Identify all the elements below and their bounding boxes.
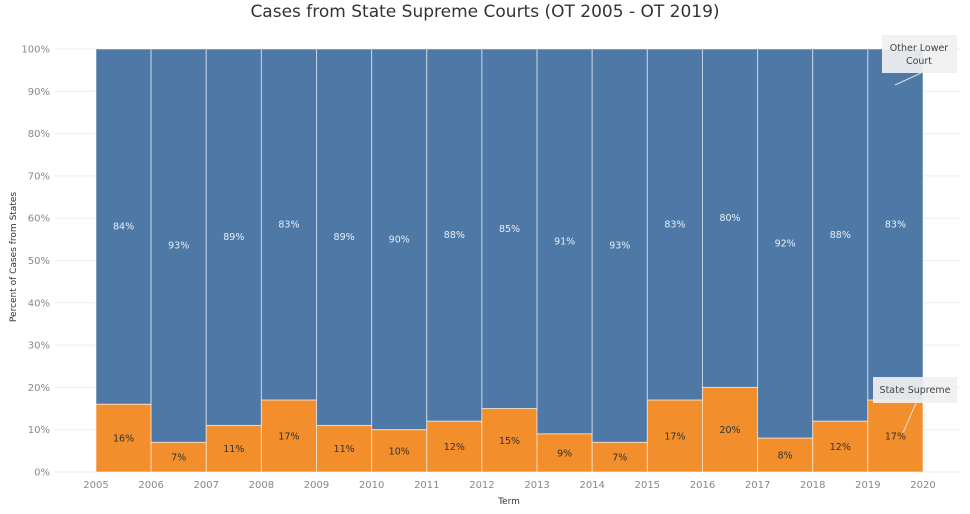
y-tick-label: 100% bbox=[21, 45, 50, 56]
y-tick-label: 50% bbox=[28, 256, 50, 267]
y-tick-label: 0% bbox=[34, 468, 50, 479]
annotation-leader-line bbox=[902, 402, 917, 434]
bar-label-other-lower-court: 85% bbox=[499, 224, 520, 235]
bar-segment-other-lower-court bbox=[701, 48, 759, 388]
bar-label-state-supreme: 12% bbox=[444, 442, 465, 453]
bar-segment-other-lower-court bbox=[150, 48, 207, 443]
y-axis-label: Percent of Cases from States bbox=[9, 192, 19, 322]
x-tick-label: 2014 bbox=[579, 480, 604, 491]
bar-label-state-supreme: 17% bbox=[664, 432, 685, 443]
y-axis: 0% 10% 20% 30% 40% 50% 60% 70% 80% 90% 100% bbox=[21, 45, 50, 479]
bar-label-other-lower-court: 89% bbox=[334, 232, 355, 243]
y-tick-label: 70% bbox=[28, 171, 50, 182]
y-tick-label: 30% bbox=[28, 341, 50, 352]
chart-title: Cases from State Supreme Courts (OT 2005… bbox=[250, 2, 720, 22]
x-tick-label: 2013 bbox=[524, 480, 549, 491]
annotation-box-other-lower-court bbox=[882, 35, 957, 73]
bar-label-other-lower-court: 88% bbox=[444, 230, 465, 241]
bar-label-state-supreme: 8% bbox=[778, 451, 793, 462]
bar-label-other-lower-court: 93% bbox=[609, 241, 630, 252]
bar-segment-other-lower-court bbox=[316, 48, 373, 426]
bar-label-state-supreme: 12% bbox=[830, 442, 851, 453]
bar-segment-other-lower-court bbox=[95, 48, 152, 405]
bar-segment-state-supreme bbox=[371, 429, 428, 473]
bar-segment-other-lower-court bbox=[812, 48, 869, 422]
x-tick-label: 2019 bbox=[855, 480, 880, 491]
bar-segment-other-lower-court bbox=[646, 48, 703, 401]
annotation-text-other-lower-court: Other Lower bbox=[890, 43, 949, 54]
bar-segment-other-lower-court bbox=[260, 48, 318, 401]
bar-label-state-supreme: 16% bbox=[113, 434, 134, 445]
bar-label-state-supreme: 11% bbox=[223, 444, 244, 455]
x-tick-label: 2007 bbox=[194, 480, 219, 491]
bar-label-other-lower-court: 83% bbox=[278, 220, 299, 231]
bar-labels: 84% 16% 93% 7% 89% 11% 83% 17% 89% 11% 90% 10% 88% 12… bbox=[113, 213, 906, 463]
x-tick-label: 2018 bbox=[800, 480, 825, 491]
y-tick-label: 20% bbox=[28, 383, 50, 394]
bar-label-other-lower-court: 93% bbox=[168, 241, 189, 252]
bar-segment-state-supreme bbox=[757, 437, 814, 473]
bar-label-other-lower-court: 92% bbox=[775, 239, 796, 250]
y-tick-label: 80% bbox=[28, 129, 50, 140]
x-tick-label: 2017 bbox=[745, 480, 770, 491]
x-tick-label: 2005 bbox=[83, 480, 108, 491]
bar-segment-state-supreme bbox=[812, 420, 869, 473]
bar-label-state-supreme: 17% bbox=[278, 432, 299, 443]
bar-label-other-lower-court: 91% bbox=[554, 236, 575, 247]
annotation-text-state-supreme: State Supreme bbox=[880, 385, 951, 396]
bar-label-other-lower-court: 89% bbox=[223, 232, 244, 243]
bar-segment-other-lower-court bbox=[536, 48, 593, 435]
bar-segment-state-supreme bbox=[260, 399, 318, 473]
bar-label-other-lower-court: 83% bbox=[664, 220, 685, 231]
x-axis: 2005 2006 2007 2008 2009 2010 2011 2012 2013 2014… bbox=[83, 480, 935, 491]
x-tick-label: 2010 bbox=[359, 480, 384, 491]
bar-segment-state-supreme bbox=[150, 441, 207, 473]
bar-label-state-supreme: 7% bbox=[612, 453, 627, 464]
bar-segment-state-supreme bbox=[591, 441, 648, 473]
bar-label-state-supreme: 10% bbox=[389, 446, 410, 457]
bar-segment-other-lower-court bbox=[757, 48, 814, 439]
bar-label-state-supreme: 20% bbox=[719, 425, 740, 436]
bar-label-other-lower-court: 80% bbox=[719, 213, 740, 224]
bar-segment-state-supreme bbox=[536, 433, 593, 473]
x-tick-label: 2006 bbox=[138, 480, 163, 491]
x-tick-label: 2012 bbox=[469, 480, 494, 491]
bar-segment-state-supreme bbox=[481, 408, 538, 473]
bar-label-other-lower-court: 88% bbox=[830, 230, 851, 241]
bar-label-state-supreme: 9% bbox=[557, 448, 572, 459]
bar-label-other-lower-court: 84% bbox=[113, 222, 134, 233]
x-tick-label: 2008 bbox=[249, 480, 274, 491]
x-tick-label: 2009 bbox=[304, 480, 329, 491]
x-tick-label: 2011 bbox=[414, 480, 439, 491]
bar-segment-state-supreme bbox=[316, 424, 373, 473]
bar-segment-state-supreme bbox=[646, 399, 703, 473]
bar-label-state-supreme: 17% bbox=[885, 432, 906, 443]
bar-label-other-lower-court: 90% bbox=[389, 234, 410, 245]
annotations: Other Lower Court State Supreme bbox=[873, 35, 957, 434]
y-tick-label: 60% bbox=[28, 214, 50, 225]
x-axis-label: Term bbox=[497, 497, 520, 507]
bar-label-state-supreme: 15% bbox=[499, 436, 520, 447]
bar-label-state-supreme: 11% bbox=[334, 444, 355, 455]
x-tick-label: 2015 bbox=[635, 480, 660, 491]
bar-segment-state-supreme bbox=[95, 403, 152, 473]
bar-label-other-lower-court: 83% bbox=[885, 220, 906, 231]
bar-segment-state-supreme bbox=[701, 386, 759, 473]
annotation-text-other-lower-court: Court bbox=[906, 56, 932, 67]
x-tick-label: 2016 bbox=[690, 480, 715, 491]
y-tick-label: 10% bbox=[28, 425, 50, 436]
bars bbox=[95, 48, 924, 473]
annotation-leader-line bbox=[894, 72, 922, 86]
annotation-box-state-supreme bbox=[873, 377, 957, 403]
bar-label-state-supreme: 7% bbox=[171, 453, 186, 464]
x-tick-label: 2020 bbox=[910, 480, 935, 491]
y-tick-label: 40% bbox=[28, 298, 50, 309]
y-tick-label: 90% bbox=[28, 87, 50, 98]
